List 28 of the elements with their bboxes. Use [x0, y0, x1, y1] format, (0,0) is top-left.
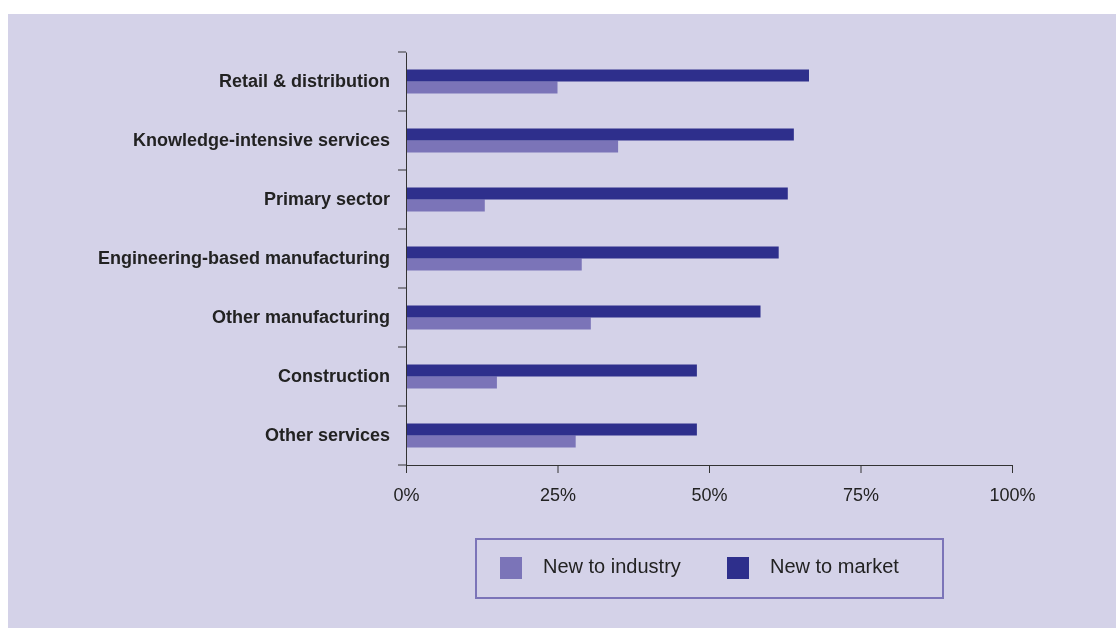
bar — [406, 199, 485, 212]
bar — [406, 376, 497, 389]
y-tick-label: Other manufacturing — [211, 307, 390, 328]
legend-label: New to market — [770, 555, 900, 577]
x-tick-label: 50% — [691, 485, 728, 506]
x-tick-label: 100% — [989, 485, 1036, 506]
y-tick-label: Knowledge-intensive services — [132, 130, 390, 151]
y-tick-label: Primary sector — [263, 189, 390, 210]
bar — [406, 317, 591, 330]
bar — [406, 423, 697, 436]
x-tick-label: 75% — [842, 485, 880, 506]
y-tick-label: Engineering-based manufacturing — [97, 248, 390, 269]
bar — [406, 128, 794, 141]
bar — [406, 69, 809, 82]
x-tick-label: 25% — [539, 485, 577, 506]
y-tick-label: Construction — [278, 366, 390, 387]
y-tick-label: Retail & distribution — [219, 71, 390, 92]
x-tick-label: 0% — [393, 485, 420, 506]
y-tick-label: Other services — [264, 425, 390, 446]
bar — [406, 187, 788, 200]
bar — [406, 435, 576, 448]
bar — [406, 81, 558, 94]
legend-label: New to industry — [543, 555, 681, 577]
bar — [406, 364, 697, 377]
bar — [406, 258, 582, 271]
bar — [406, 140, 619, 153]
bar — [406, 305, 761, 318]
bar — [406, 246, 779, 259]
